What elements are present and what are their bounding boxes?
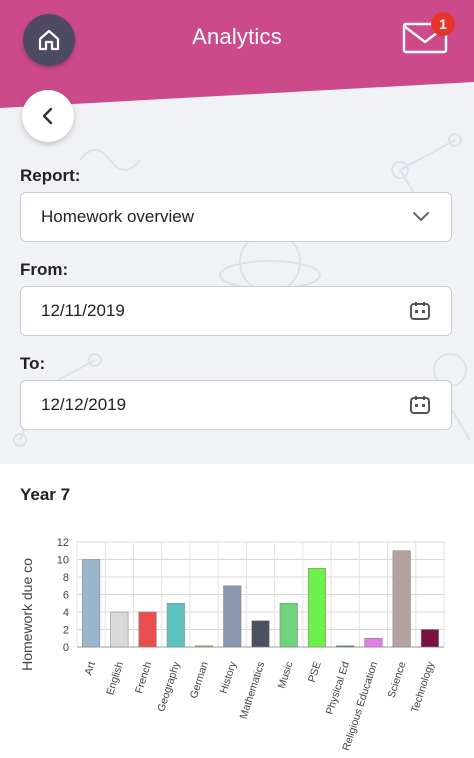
- y-tick-label: 10: [57, 555, 69, 567]
- x-tick-label: Technology: [409, 660, 437, 715]
- x-tick-label: Music: [276, 660, 296, 690]
- home-button[interactable]: [23, 14, 75, 66]
- x-tick-label: PSE: [306, 660, 324, 684]
- home-icon: [38, 29, 60, 51]
- report-select-value: Homework overview: [41, 207, 195, 226]
- notification-badge: 1: [431, 12, 455, 36]
- to-date-field[interactable]: 12/12/2019: [20, 380, 452, 430]
- x-tick-label: Science: [386, 660, 409, 699]
- x-tick-label: French: [133, 660, 155, 695]
- y-tick-label: 4: [63, 607, 69, 619]
- calendar-icon[interactable]: [409, 300, 431, 322]
- chart-title: Year 7: [20, 485, 71, 504]
- bar: [138, 611, 157, 648]
- bar: [364, 637, 383, 648]
- x-tick-label: German: [188, 660, 211, 700]
- from-label: From:: [20, 260, 69, 279]
- bar: [336, 645, 355, 648]
- x-tick-label: Art: [82, 660, 98, 677]
- to-label: To:: [20, 354, 46, 373]
- y-axis-label: Homework due co: [19, 558, 35, 671]
- x-tick-label: Physical Ed: [324, 660, 352, 716]
- to-date-value: 12/12/2019: [41, 395, 127, 414]
- header-band: [0, 0, 474, 108]
- back-button[interactable]: [22, 90, 74, 142]
- bar: [307, 567, 327, 648]
- y-tick-label: 2: [63, 625, 69, 637]
- y-tick-label: 8: [63, 572, 69, 584]
- bar: [279, 602, 298, 648]
- bar: [392, 550, 411, 648]
- x-tick-label: History: [218, 660, 240, 695]
- bar: [166, 602, 185, 648]
- from-date-field[interactable]: 12/11/2019: [20, 286, 452, 336]
- y-tick-label: 12: [57, 537, 69, 549]
- chevron-down-icon: [413, 212, 429, 221]
- chevron-left-icon: [42, 107, 53, 125]
- y-tick-label: 0: [63, 642, 69, 654]
- bar: [82, 559, 101, 648]
- report-label: Report:: [20, 166, 81, 185]
- bar: [223, 585, 242, 648]
- bar: [194, 645, 214, 648]
- bar: [420, 629, 439, 648]
- x-tick-label: Mathematics: [238, 660, 268, 720]
- bar: [110, 611, 129, 648]
- homework-bar-chart: 0 2 4 6 8 10 12 Art English French Geography German…: [19, 537, 445, 752]
- from-date-value: 12/11/2019: [41, 301, 125, 320]
- x-tick-label: English: [104, 660, 126, 697]
- page-title: Analytics: [192, 24, 282, 49]
- calendar-icon[interactable]: [409, 394, 431, 416]
- y-tick-label: 6: [63, 590, 69, 602]
- report-select[interactable]: Homework overview: [20, 192, 452, 242]
- x-tick-label: Geography: [155, 660, 183, 714]
- bar: [251, 620, 270, 648]
